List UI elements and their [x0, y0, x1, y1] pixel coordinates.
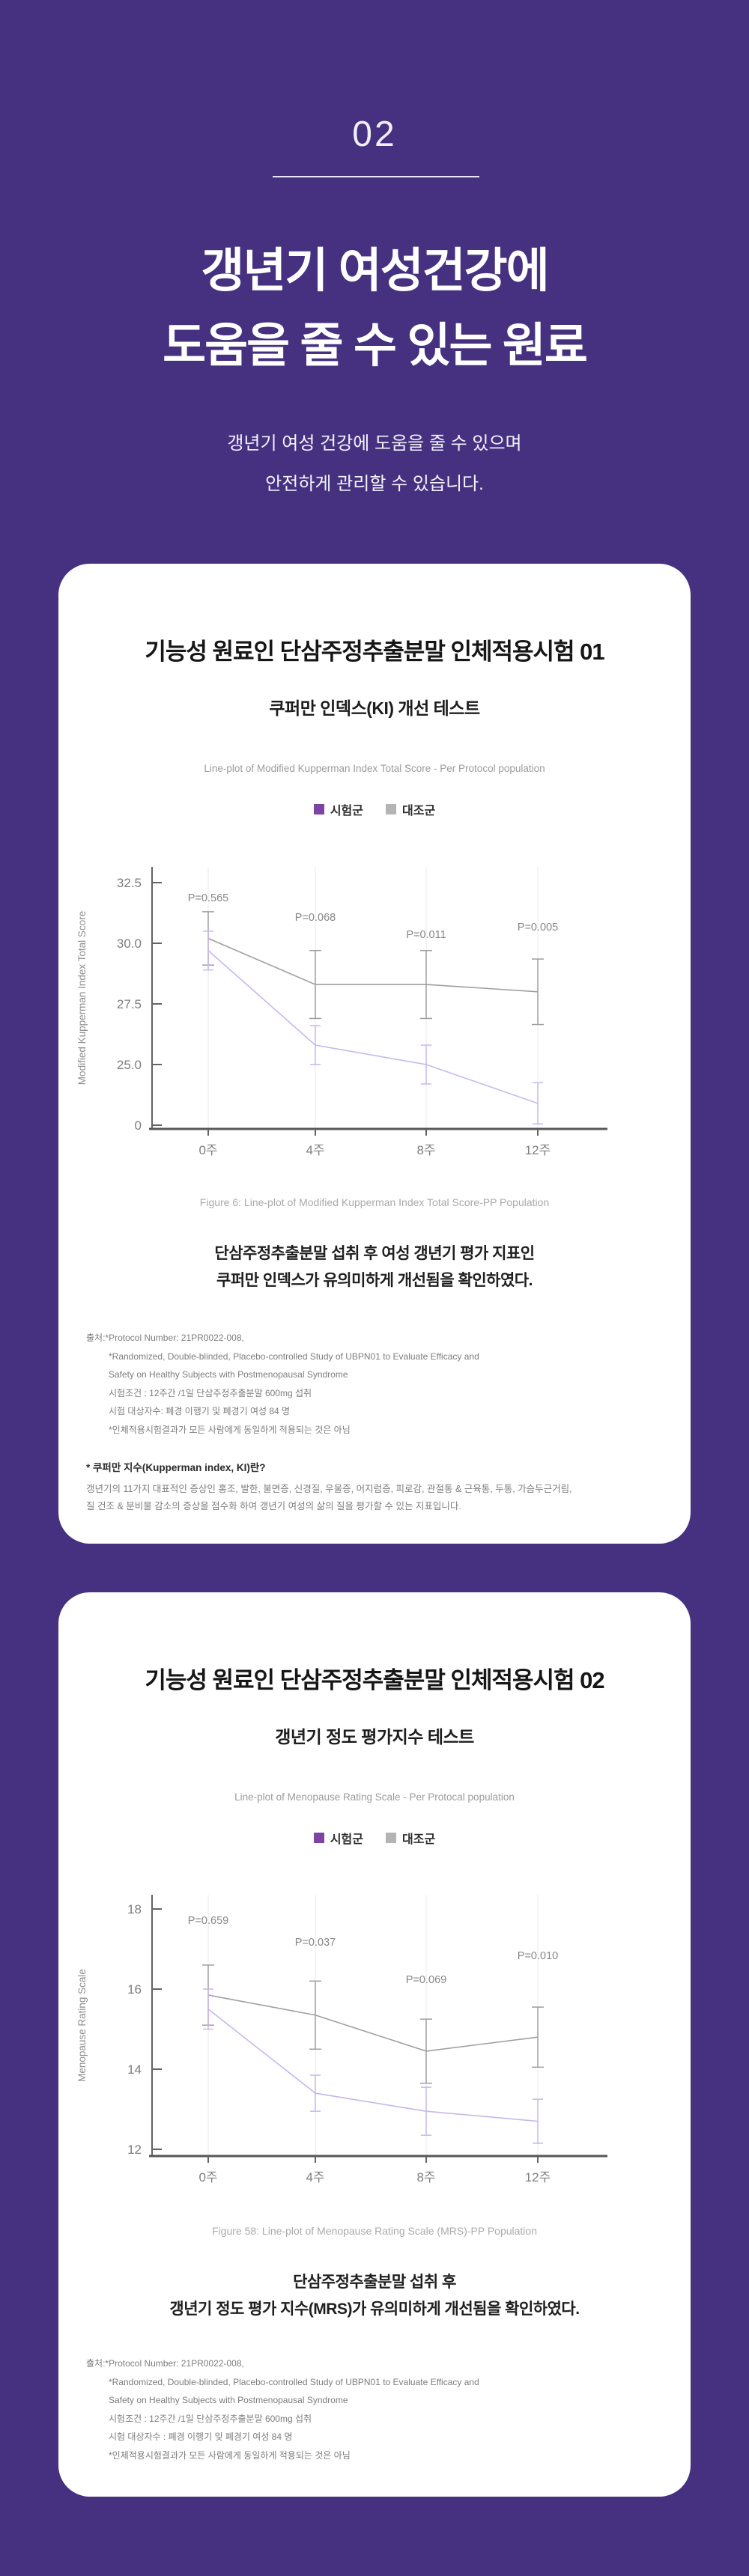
figure-caption: Figure 6: Line-plot of Modified Kupperma… [199, 1196, 550, 1208]
note-body: 갱년기의 11가지 대표적인 증상인 홍조, 발한, 불면증, 신경질, 우울증… [86, 1481, 668, 1515]
svg-text:12주: 12주 [525, 1143, 551, 1157]
svg-text:12: 12 [127, 2143, 142, 2157]
svg-text:0주: 0주 [198, 2170, 217, 2184]
result-line1: 단삼주정추출분말 섭취 후 [293, 2274, 456, 2291]
svg-text:Menopause Rating Scale: Menopause Rating Scale [76, 1969, 88, 2082]
result-statement: 단삼주정추출분말 섭취 후 여성 갱년기 평가 지표인 쿠퍼만 인덱스가 유의미… [58, 1240, 691, 1294]
footnote-line: 출처:*Protocol Number: 21PR0022-008, [86, 1333, 244, 1343]
svg-text:P=0.037: P=0.037 [295, 1937, 336, 1949]
legend-item: 대조군 [386, 1829, 435, 1847]
svg-text:P=0.069: P=0.069 [406, 1974, 446, 1986]
svg-text:8주: 8주 [416, 1143, 435, 1157]
page-subtitle-line2: 안전하게 관리할 수 있습니다. [265, 474, 484, 494]
footnote-line: *Randomized, Double-blinded, Placebo-con… [109, 2376, 479, 2387]
svg-text:P=0.011: P=0.011 [406, 929, 446, 941]
page-title-line1: 갱년기 여성건강에 [201, 245, 549, 297]
svg-text:P=0.068: P=0.068 [295, 912, 336, 924]
page-subtitle-line1: 갱년기 여성 건강에 도움을 줄 수 있으며 [227, 433, 522, 454]
legend-item: 시험군 [313, 1829, 363, 1847]
svg-text:0: 0 [135, 1118, 142, 1133]
footnotes: 출처:*Protocol Number: 21PR0022-008, *Rand… [86, 1329, 668, 1439]
footnote-line: 시험 대상자수 : 폐경 이행기 및 폐경기 여성 84 명 [109, 2432, 293, 2442]
legend-item: 시험군 [313, 800, 363, 818]
footnote-line: Safety on Healthy Subjects with Postmeno… [109, 2395, 348, 2405]
svg-text:4주: 4주 [306, 1143, 324, 1157]
svg-text:32.5: 32.5 [117, 876, 142, 890]
footnote-line: 시험 대상자수: 폐경 이행기 및 폐경기 여성 84 명 [109, 1406, 291, 1416]
chart-legend: 시험군 대조군 [58, 800, 691, 818]
svg-text:27.5: 27.5 [117, 997, 142, 1011]
svg-text:P=0.659: P=0.659 [188, 1915, 228, 1927]
svg-text:30.0: 30.0 [117, 937, 142, 951]
legend-label: 대조군 [402, 1833, 436, 1846]
svg-text:4주: 4주 [306, 2170, 324, 2184]
kupperman-index-chart: 32.5 30.0 27.5 25.0 0 0주 4주 8주 12주 Modified Kuppe… [76, 867, 607, 1157]
footnote-line: 출처:*Protocol Number: 21PR0022-008, [86, 2358, 244, 2369]
svg-text:P=0.010: P=0.010 [518, 1950, 558, 1962]
result-line2: 갱년기 정도 평가 지수(MRS)가 유의미하게 개선됨을 확인하였다. [169, 2301, 580, 2318]
svg-text:16: 16 [127, 1982, 142, 1997]
legend-item: 대조군 [386, 800, 435, 818]
figure-caption: Figure 58: Line-plot of Menopause Rating… [212, 2225, 537, 2237]
footnote-line: *인체적용시험결과가 모든 사람에게 동일하게 적용되는 것은 아님 [109, 1424, 351, 1435]
svg-text:0주: 0주 [198, 1143, 217, 1157]
study-card-01: 기능성 원료인 단삼주정추출분말 인체적용시험 01 쿠퍼만 인덱스(KI) 개… [58, 564, 691, 1544]
page-title: 갱년기 여성건강에 도움을 줄 수 있는 원료 [0, 234, 749, 383]
legend-label: 시험군 [330, 1833, 363, 1846]
svg-text:18: 18 [127, 1902, 142, 1916]
svg-text:P=0.005: P=0.005 [518, 922, 558, 934]
page-title-line2: 도움을 줄 수 있는 원료 [163, 320, 588, 372]
card-title: 기능성 원료인 단삼주정추출분말 인체적용시험 02 [145, 1667, 604, 1693]
divider-line [273, 176, 479, 177]
result-statement: 단삼주정추출분말 섭취 후 갱년기 정도 평가 지수(MRS)가 유의미하게 개… [58, 2269, 691, 2323]
footnote-line: 시험조건 : 12주간 /1일 단삼주정추출분말 600mg 섭취 [109, 2413, 312, 2424]
chart-title: Line-plot of Modified Kupperman Index To… [204, 763, 545, 774]
card-title: 기능성 원료인 단삼주정추출분말 인체적용시험 01 [145, 639, 604, 665]
section-number: 02 [352, 115, 397, 154]
svg-text:14: 14 [127, 2062, 142, 2077]
svg-text:12주: 12주 [525, 2170, 551, 2184]
card-subtitle: 갱년기 정도 평가지수 테스트 [275, 1727, 474, 1747]
footnotes: 출처:*Protocol Number: 21PR0022-008, *Rand… [86, 2354, 668, 2464]
footnote-line: Safety on Healthy Subjects with Postmeno… [109, 1369, 348, 1380]
legend-swatch-icon [313, 804, 324, 814]
svg-text:25.0: 25.0 [117, 1058, 142, 1072]
footnote-line: *인체적용시험결과가 모든 사람에게 동일하게 적용되는 것은 아님 [109, 2449, 351, 2461]
study-card-02: 기능성 원료인 단삼주정추출분말 인체적용시험 02 갱년기 정도 평가지수 테… [58, 1592, 691, 2497]
chart-legend: 시험군 대조군 [58, 1829, 691, 1847]
svg-text:Modified Kupperman Index Total: Modified Kupperman Index Total Score [76, 911, 88, 1085]
chart-title: Line-plot of Menopause Rating Scale - Pe… [234, 1791, 515, 1803]
note-line2: 질 건조 & 분비물 감소의 증상을 점수화 하여 갱년기 여성의 삶의 질을 … [86, 1501, 461, 1511]
note-line1: 갱년기의 11가지 대표적인 증상인 홍조, 발한, 불면증, 신경질, 우울증… [86, 1484, 572, 1494]
svg-text:8주: 8주 [416, 2170, 435, 2184]
result-line1: 단삼주정추출분말 섭취 후 여성 갱년기 평가 지표인 [214, 1245, 535, 1262]
result-line2: 쿠퍼만 인덱스가 유의미하게 개선됨을 확인하였다. [216, 1272, 533, 1289]
legend-label: 시험군 [330, 805, 363, 817]
legend-swatch-icon [313, 1833, 324, 1843]
legend-swatch-icon [386, 804, 396, 814]
footnote-line: 시험조건 : 12주간 /1일 단삼주정추출분말 600mg 섭취 [109, 1387, 312, 1398]
page-subtitle: 갱년기 여성 건강에 도움을 줄 수 있으며 안전하게 관리할 수 있습니다. [0, 424, 749, 505]
footnote-line: *Randomized, Double-blinded, Placebo-con… [109, 1351, 479, 1362]
kupperman-index-note: * 쿠퍼만 지수(Kupperman index, KI)란? 갱년기의 11가… [86, 1459, 668, 1515]
legend-swatch-icon [386, 1833, 396, 1843]
legend-label: 대조군 [402, 805, 436, 817]
menopause-rating-scale-chart: 18 16 14 12 0주 4주 8주 12주 Menopause Rating Scale P… [76, 1895, 607, 2184]
card-subtitle: 쿠퍼만 인덱스(KI) 개선 테스트 [269, 698, 480, 718]
svg-text:P=0.565: P=0.565 [188, 892, 228, 904]
note-title: * 쿠퍼만 지수(Kupperman index, KI)란? [86, 1462, 266, 1473]
